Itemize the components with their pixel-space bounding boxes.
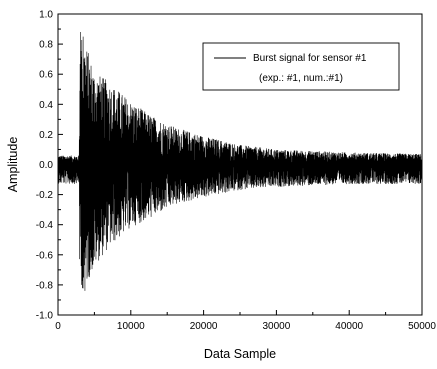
y-tick-label: -0.2: [36, 190, 54, 201]
y-axis-title: Amplitude: [6, 137, 20, 193]
y-tick-label: 0.0: [39, 160, 53, 171]
x-tick-label: 50000: [408, 321, 436, 332]
legend: Burst signal for sensor #1 (exp.: #1, nu…: [202, 42, 400, 91]
legend-note: (exp.: #1, num.:#1): [259, 73, 343, 84]
x-tick-label: 10000: [117, 321, 145, 332]
y-tick-label: 0.6: [39, 70, 53, 81]
y-tick-label: -0.6: [36, 250, 54, 261]
plot-area: [58, 32, 422, 291]
y-tick-label: -0.8: [36, 280, 54, 291]
legend-box: [202, 42, 400, 91]
y-tick-label: 1.0: [39, 10, 53, 21]
x-tick-label: 30000: [262, 321, 290, 332]
burst-signal-line: [58, 32, 422, 291]
x-axis-title: Data Sample: [204, 347, 276, 361]
x-tick-label: 40000: [335, 321, 363, 332]
legend-entry-label: Burst signal for sensor #1: [253, 53, 367, 64]
y-tick-label: 0.8: [39, 40, 53, 51]
y-tick-label: 0.2: [39, 130, 53, 141]
y-tick-label: -0.4: [36, 220, 54, 231]
y-tick-label: -1.0: [36, 311, 54, 322]
x-axis: 0 10000 20000 30000 40000 50000: [55, 310, 436, 332]
y-axis: 1.0 0.8 0.6 0.4 0.2 0.0 -0.2 -0.4 -0.6 -0.8 -1.0: [36, 10, 63, 322]
x-tick-label: 0: [55, 321, 61, 332]
y-tick-label: 0.4: [39, 100, 53, 111]
x-tick-label: 20000: [190, 321, 218, 332]
